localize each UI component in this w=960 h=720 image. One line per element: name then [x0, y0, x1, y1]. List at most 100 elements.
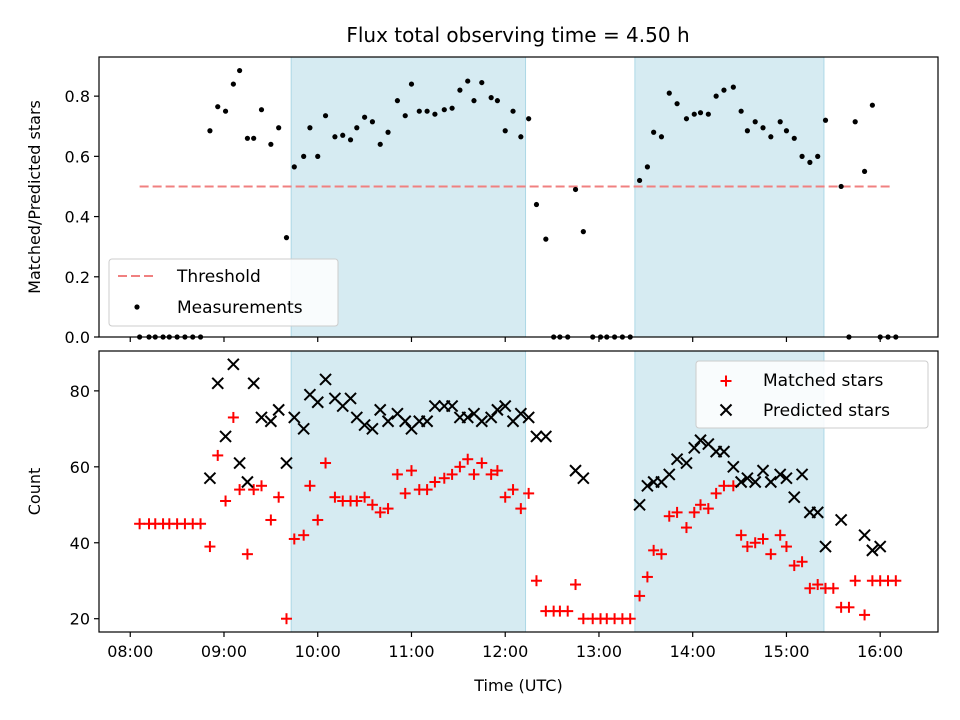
measurement-point	[807, 159, 813, 165]
matched-star-marker	[663, 510, 675, 522]
predicted-star-marker	[272, 403, 285, 417]
x-axis-label: Time (UTC)	[473, 676, 562, 695]
predicted-star-marker	[241, 475, 254, 489]
measurement-point	[307, 125, 313, 131]
matched-star-marker	[234, 484, 246, 496]
measurement-point	[721, 87, 727, 93]
y-tick-label: 0.0	[65, 328, 90, 347]
predicted-star-marker	[811, 506, 824, 519]
predicted-star-marker	[641, 479, 654, 493]
predicted-star-marker	[428, 399, 442, 413]
measurement-point	[760, 125, 766, 131]
measurement-point	[651, 129, 657, 135]
matched-star-marker	[329, 491, 341, 503]
matched-star-marker	[273, 491, 285, 503]
x-tick-label: 11:00	[388, 642, 434, 661]
measurement-point	[488, 95, 494, 101]
measurement-point	[738, 108, 744, 114]
measurement-point	[691, 111, 697, 117]
matched-star-marker	[741, 541, 753, 553]
measurement-point	[322, 113, 329, 119]
predicted-star-marker	[445, 399, 459, 413]
predicted-star-marker	[358, 418, 371, 432]
measurement-point	[533, 201, 540, 208]
predicted-star-marker	[795, 468, 809, 481]
predicted-star-marker	[219, 430, 232, 443]
legend-label-predicted: Predicted stars	[763, 401, 890, 421]
y-tick-label: 40	[70, 534, 90, 553]
predicted-star-marker	[374, 403, 387, 417]
predicted-star-marker	[255, 411, 268, 424]
measurement-point	[244, 135, 251, 141]
measurement-point	[502, 128, 508, 134]
measurement-point	[644, 164, 650, 170]
measurement-point	[822, 117, 829, 123]
matched-star-marker	[688, 506, 700, 518]
measurement-point	[838, 183, 844, 190]
measurement-point	[683, 116, 690, 122]
y-tick-label: 60	[70, 458, 90, 477]
predicted-star-marker	[680, 456, 693, 470]
measurement-point	[347, 137, 354, 143]
matched-star-marker	[774, 529, 786, 541]
predicted-star-marker	[756, 464, 770, 477]
measurement-point	[258, 107, 265, 113]
matched-star-marker	[312, 514, 324, 526]
predicted-star-marker	[264, 415, 278, 428]
measurement-point	[636, 177, 643, 184]
measurement-point	[362, 114, 368, 120]
measurement-point	[526, 116, 532, 122]
measurement-point	[471, 98, 477, 104]
matched-star-marker	[351, 495, 363, 507]
predicted-star-marker	[366, 422, 379, 436]
measurement-point	[283, 235, 290, 241]
predicted-star-marker	[311, 396, 324, 409]
x-tick-label: 15:00	[763, 642, 809, 661]
matched-star-marker	[374, 506, 386, 518]
predicted-star-marker	[633, 498, 646, 511]
measurement-point	[674, 101, 680, 107]
legend-box	[695, 360, 929, 429]
top-axes: 0.0 0.2 0.4 0.6 0.8 Threshold Measurements Ma…	[25, 56, 939, 347]
y-tick-label: 0.6	[65, 147, 90, 166]
measurement-point	[251, 135, 257, 141]
predicted-star-marker	[530, 430, 543, 443]
matched-star-marker	[288, 533, 300, 545]
measurement-point	[441, 107, 447, 113]
predicted-star-marker	[717, 445, 731, 458]
predicted-star-marker	[280, 456, 293, 470]
matched-star-marker	[204, 541, 216, 553]
matched-star-marker	[796, 556, 808, 568]
matched-star-marker	[515, 503, 527, 515]
observing-window-band	[290, 350, 527, 633]
predicted-star-marker	[773, 468, 787, 481]
predicted-star-marker	[780, 472, 793, 485]
matched-star-marker	[765, 548, 777, 560]
matched-star-marker	[648, 544, 660, 556]
measurement-point	[332, 134, 338, 140]
predicted-star-marker	[734, 475, 748, 489]
matched-star-marker	[366, 499, 378, 511]
predicted-star-marker	[748, 475, 762, 489]
matched-star-marker	[227, 411, 239, 423]
matched-star-marker	[780, 541, 792, 553]
measurement-point	[479, 79, 485, 86]
measurement-point	[268, 141, 274, 147]
measurement-point	[354, 125, 360, 131]
measurement-point	[340, 132, 346, 138]
predicted-star-marker	[670, 453, 684, 466]
measurement-point	[791, 135, 797, 141]
matched-star-marker	[843, 601, 855, 613]
measurement-point	[215, 104, 221, 110]
matched-star-marker	[695, 499, 707, 511]
measurement-point	[572, 186, 579, 193]
bottom-axes: 20 40 60 80 08:00 09:00 10:00 11:00 12:00 13:00 14…	[25, 350, 939, 695]
predicted-star-marker	[297, 422, 310, 436]
predicted-star-marker	[577, 472, 590, 485]
matched-star-marker	[195, 518, 207, 530]
predicted-star-marker	[741, 472, 754, 485]
predicted-star-marker	[247, 377, 260, 390]
measurement-point	[799, 153, 805, 159]
legend-label-matched: Matched stars	[763, 371, 883, 391]
